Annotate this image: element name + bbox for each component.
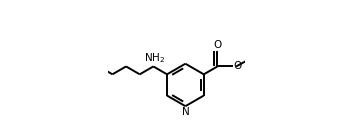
Text: N: N: [181, 107, 189, 117]
Text: NH$_2$: NH$_2$: [144, 52, 165, 65]
Text: O: O: [234, 62, 242, 71]
Text: O: O: [213, 40, 222, 50]
